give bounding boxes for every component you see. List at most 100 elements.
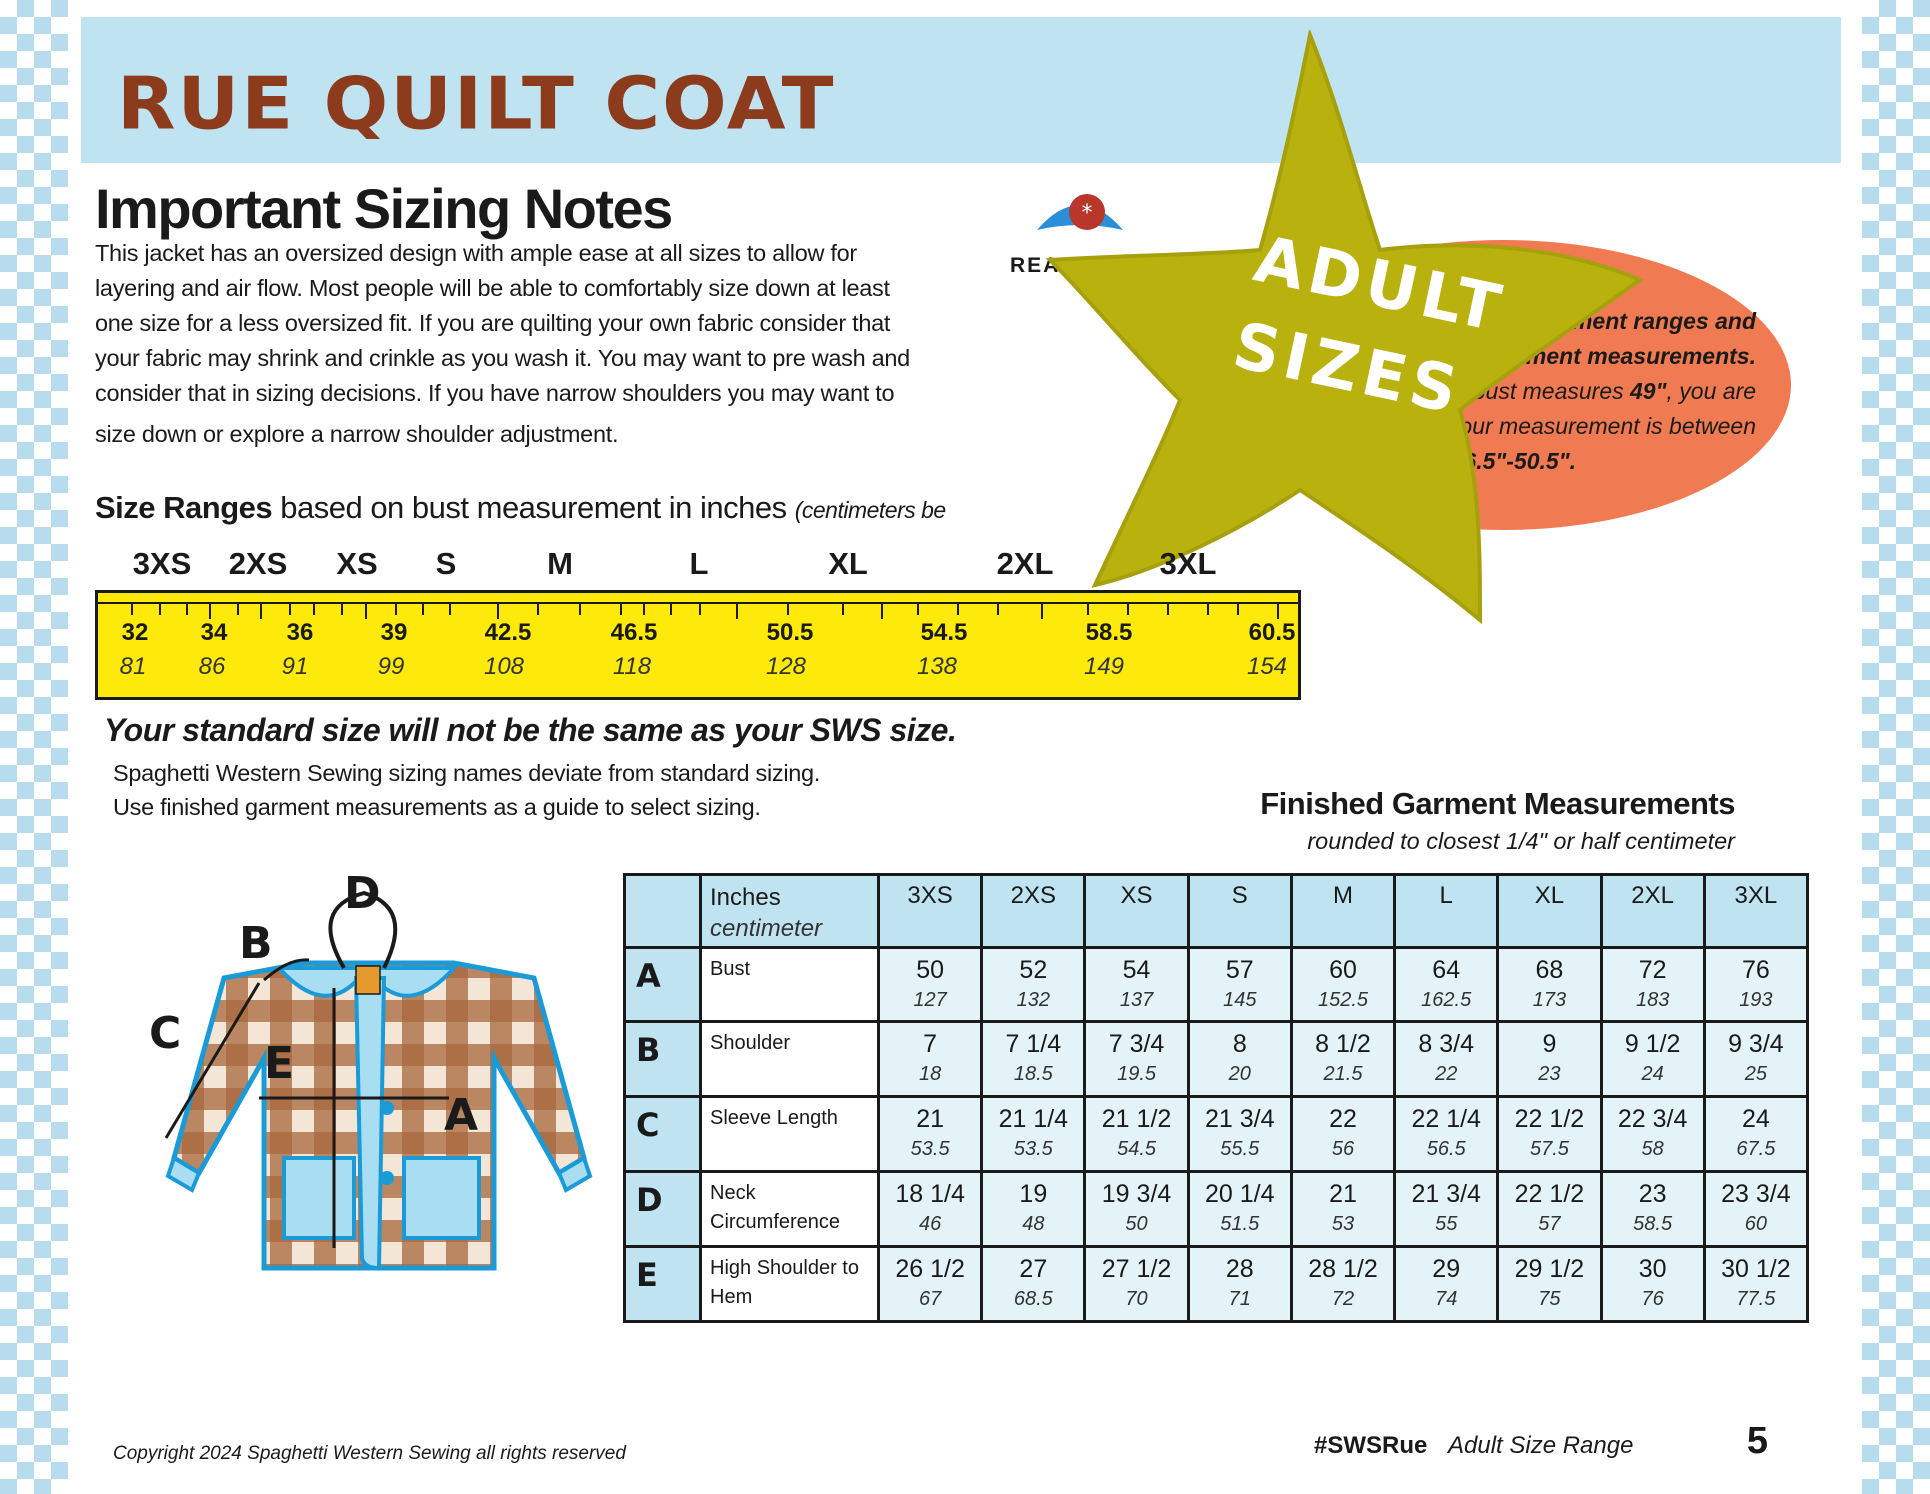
tape-cm: 154 xyxy=(1246,653,1288,680)
value-inches: 9 1/2 xyxy=(1624,1030,1681,1058)
measurement-letter: D xyxy=(623,1170,702,1248)
tape-inch: 46.5 xyxy=(610,619,658,646)
table-cell: 27 1/2 70 xyxy=(1083,1245,1190,1323)
table-cell: 22 56 xyxy=(1289,1095,1397,1173)
page: RUE QUILT COAT Important Sizing Notes Th… xyxy=(68,0,1862,1494)
svg-text:C: C xyxy=(149,1008,181,1059)
finished-measurements-title: Finished Garment Measurements xyxy=(1260,786,1735,821)
value-cm: 193 xyxy=(1739,989,1773,1011)
table-cell: 50 127 xyxy=(876,946,984,1023)
table-row: B Shoulder 7 18 7 1/4 18.5 7 3/4 19.5 8 20 8 1/2 21… xyxy=(623,1020,1810,1098)
value-cm: 68.5 xyxy=(1013,1288,1053,1310)
sizing-warning-line: Use finished garment measurements as a g… xyxy=(113,794,761,820)
units-header: Inches centimeter xyxy=(699,873,880,949)
svg-text:B: B xyxy=(239,918,273,969)
value-cm: 18 xyxy=(918,1063,942,1085)
size-name: 2XL xyxy=(996,546,1054,581)
value-cm: 71 xyxy=(1228,1288,1251,1310)
tape-inch: 32 xyxy=(121,619,149,646)
value-cm: 53.5 xyxy=(910,1138,950,1160)
table-cell: 30 76 xyxy=(1599,1245,1706,1323)
table-cell: 19 3/4 50 xyxy=(1083,1170,1190,1248)
size-name: M xyxy=(547,546,573,581)
value-inches: 72 xyxy=(1638,956,1667,984)
tape-inch: 58.5 xyxy=(1085,619,1133,646)
value-inches: 68 xyxy=(1535,956,1564,984)
value-cm: 67.5 xyxy=(1736,1138,1776,1160)
table-cell: 9 1/2 24 xyxy=(1599,1020,1706,1098)
value-cm: 58.5 xyxy=(1633,1213,1673,1235)
table-cell: 7 18 xyxy=(876,1020,984,1098)
value-inches: 29 xyxy=(1432,1255,1461,1283)
value-cm: 132 xyxy=(1016,989,1051,1011)
tape-cm: 118 xyxy=(612,653,652,680)
value-cm: 53 xyxy=(1331,1213,1355,1235)
size-name: L xyxy=(689,546,709,581)
tape-cm: 108 xyxy=(483,653,525,680)
value-cm: 56.5 xyxy=(1426,1138,1466,1160)
tape-cm: 138 xyxy=(916,653,958,680)
table-cell: 21 1/2 54.5 xyxy=(1083,1095,1190,1173)
svg-text:D: D xyxy=(344,868,381,919)
table-cell: 22 3/4 58 xyxy=(1599,1095,1706,1173)
measurement-label: Shoulder xyxy=(699,1020,880,1098)
table-cell: 52 132 xyxy=(980,946,1087,1023)
value-inches: 21 3/4 xyxy=(1411,1180,1481,1208)
value-inches: 22 xyxy=(1329,1105,1357,1133)
value-inches: 22 1/2 xyxy=(1514,1105,1585,1133)
table-cell: 26 1/2 67 xyxy=(876,1245,984,1323)
table-cell: 21 1/4 53.5 xyxy=(980,1095,1087,1173)
table-cell: 18 1/4 46 xyxy=(876,1170,984,1248)
svg-text:E: E xyxy=(264,1038,294,1089)
table-cell: 27 68.5 xyxy=(980,1245,1087,1323)
tape-cm: 91 xyxy=(281,653,309,680)
value-inches: 19 xyxy=(1019,1180,1048,1208)
tape-ticks xyxy=(98,602,1298,619)
size-name: 3XS xyxy=(132,546,192,581)
tape-cm: 99 xyxy=(377,653,405,680)
value-inches: 28 1/2 xyxy=(1308,1255,1378,1283)
table-cell: 76 193 xyxy=(1702,946,1810,1023)
table-cell: 30 1/2 77.5 xyxy=(1702,1245,1810,1323)
table-cell: 22 1/2 57.5 xyxy=(1496,1095,1603,1173)
title-banner: RUE QUILT COAT xyxy=(81,17,1841,163)
table-cell: 57 145 xyxy=(1186,946,1293,1023)
value-cm: 48 xyxy=(1022,1213,1045,1235)
table-cell: 29 74 xyxy=(1393,1245,1500,1323)
value-inches: 27 xyxy=(1019,1255,1048,1283)
table-cell: 9 3/4 25 xyxy=(1702,1020,1810,1098)
sizing-notes-heading: Important Sizing Notes xyxy=(95,177,673,240)
table-cell: 21 53.5 xyxy=(876,1095,984,1173)
table-cell: 22 1/2 57 xyxy=(1496,1170,1603,1248)
value-inches: 60 xyxy=(1329,956,1357,984)
value-inches: 52 xyxy=(1019,956,1048,984)
table-cell: 7 1/4 18.5 xyxy=(980,1020,1087,1098)
value-cm: 67 xyxy=(918,1288,942,1310)
page-number: 5 xyxy=(1746,1420,1768,1462)
table-cell: 8 1/2 21.5 xyxy=(1289,1020,1397,1098)
value-inches: 21 xyxy=(1329,1180,1357,1208)
value-inches: 8 3/4 xyxy=(1418,1030,1474,1058)
tape-cm: 149 xyxy=(1083,653,1125,680)
value-cm: 55.5 xyxy=(1220,1138,1260,1160)
notes-line: consider that in sizing decisions. If yo… xyxy=(95,380,895,406)
table-row: E High Shoulder to Hem 26 1/2 67 27 68.5 27 1/… xyxy=(623,1245,1810,1323)
value-cm: 18.5 xyxy=(1013,1063,1053,1085)
tape-inch: 36 xyxy=(286,619,314,646)
value-inches: 22 3/4 xyxy=(1617,1105,1688,1133)
table-row: C Sleeve Length 21 53.5 21 1/4 53.5 21 1/2 54.5… xyxy=(623,1095,1810,1173)
measurement-letter: C xyxy=(623,1095,702,1173)
value-cm: 51.5 xyxy=(1220,1213,1260,1235)
value-cm: 70 xyxy=(1125,1288,1148,1310)
value-cm: 57 xyxy=(1538,1213,1561,1235)
value-inches: 24 xyxy=(1741,1105,1770,1133)
tape-inch: 34 xyxy=(200,619,228,646)
coat-illustration: D B C E A xyxy=(149,868,593,1271)
table-cell: 64 162.5 xyxy=(1393,946,1500,1023)
value-cm: 58 xyxy=(1641,1138,1664,1160)
value-inches: 7 3/4 xyxy=(1108,1030,1165,1058)
table-row: A Bust 50 127 52 132 54 137 57 145 60 152.5 64 162.5 6… xyxy=(623,946,1810,1023)
value-inches: 8 1/2 xyxy=(1315,1030,1371,1058)
eye-icon: * xyxy=(1037,194,1123,230)
svg-text:*: * xyxy=(1082,201,1093,226)
